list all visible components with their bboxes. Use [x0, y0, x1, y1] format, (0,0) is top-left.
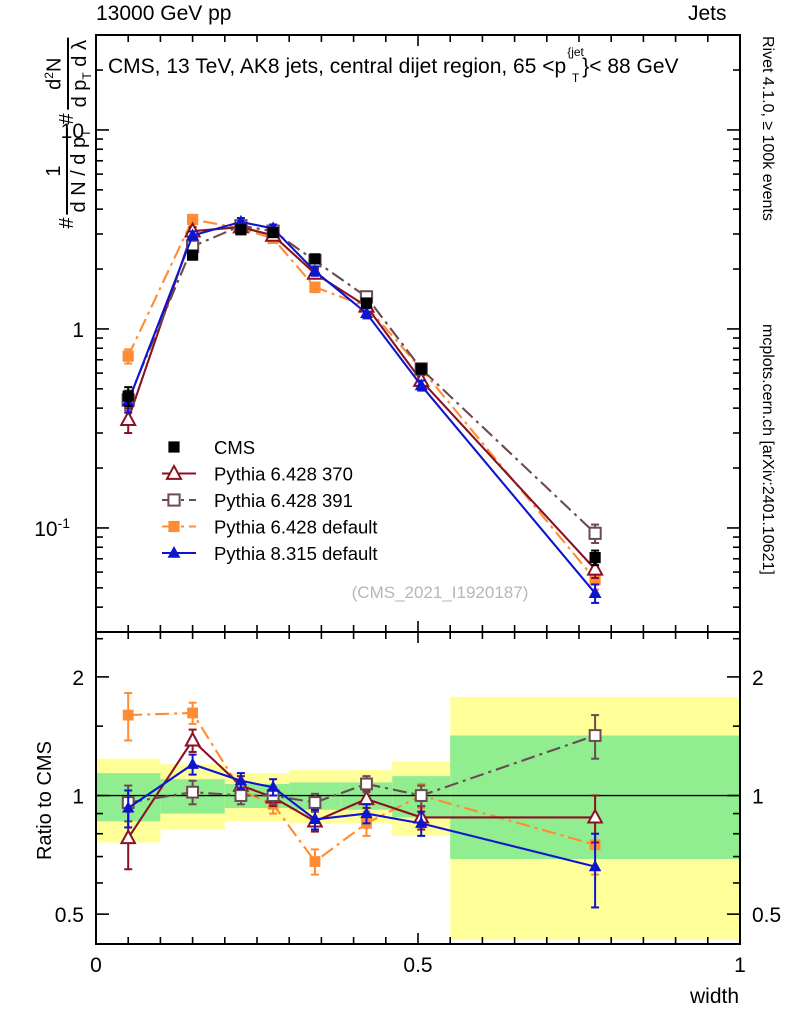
- header-left: 13000 GeV pp: [96, 2, 232, 25]
- data-point-ratio[interactable]: [234, 789, 248, 802]
- data-point-main[interactable]: [589, 551, 601, 564]
- plot-title-sub: T: [571, 71, 580, 86]
- legend-marker-1: [165, 463, 183, 480]
- data-point-ratio[interactable]: [186, 757, 199, 769]
- analysis-watermark: (CMS_2021_I1920187): [352, 583, 529, 602]
- x-tick-label: 0.5: [403, 954, 432, 977]
- data-point-main[interactable]: [588, 526, 602, 540]
- data-point-main[interactable]: [414, 378, 428, 391]
- data-point-main[interactable]: [235, 224, 247, 236]
- plot-title-sup: {jet: [567, 45, 584, 59]
- data-point-ratio[interactable]: [119, 828, 137, 845]
- legend-label-4: Pythia 8.315 default: [214, 543, 378, 564]
- data-point-main[interactable]: [586, 559, 604, 576]
- data-point-ratio[interactable]: [588, 729, 602, 742]
- data-point-main[interactable]: [309, 253, 321, 265]
- data-point-ratio[interactable]: [586, 808, 604, 824]
- series-line-main: [127, 224, 596, 535]
- data-point-main[interactable]: [122, 390, 134, 402]
- legend-marker-3: [168, 520, 180, 533]
- data-point-main[interactable]: [234, 214, 248, 227]
- plot-title-main: CMS, 13 TeV, AK8 jets, central dijet reg…: [108, 55, 567, 78]
- ratio-tick-label: 0.5: [55, 904, 84, 927]
- legend-label-3: Pythia 6.428 default: [214, 517, 378, 538]
- plot-title-tail: }< 88 GeV: [582, 55, 679, 78]
- data-point-main[interactable]: [119, 410, 137, 426]
- ratio-tick-label-right: 1: [752, 786, 764, 809]
- data-point-ratio[interactable]: [186, 785, 199, 799]
- data-point-main[interactable]: [187, 213, 199, 226]
- data-point-ratio[interactable]: [122, 709, 134, 721]
- x-tick-label: 1: [734, 954, 746, 977]
- data-point-ratio[interactable]: [588, 859, 602, 872]
- data-point-main[interactable]: [308, 264, 322, 276]
- data-point-main[interactable]: [360, 297, 373, 309]
- y-tick-label: 10: [61, 120, 84, 143]
- plot-title: CMS, 13 TeV, AK8 jets, central dijet reg…: [108, 45, 679, 85]
- data-point-ratio[interactable]: [309, 856, 321, 867]
- data-point-ratio[interactable]: [360, 806, 373, 819]
- data-point-ratio[interactable]: [308, 796, 322, 809]
- legend-label-0: CMS: [214, 437, 255, 458]
- legend-label-1: Pythia 6.428 370: [214, 464, 353, 485]
- data-point-ratio[interactable]: [414, 789, 428, 802]
- main-panel-frame: [95, 34, 741, 633]
- series-line-ratio: [127, 738, 596, 839]
- data-point-main[interactable]: [186, 228, 200, 241]
- x-tick-label: 0: [90, 954, 102, 977]
- data-point-ratio[interactable]: [187, 707, 198, 719]
- legend-marker-4: [167, 546, 181, 558]
- ratio-tick-label-right: 0.5: [752, 904, 781, 927]
- y-tick-label: 1: [72, 319, 84, 342]
- ratio-tick-label: 2: [72, 667, 84, 690]
- data-point-main[interactable]: [187, 249, 199, 261]
- data-point-main[interactable]: [588, 586, 602, 598]
- data-point-main[interactable]: [589, 574, 601, 586]
- data-point-ratio[interactable]: [415, 816, 428, 828]
- legend-marker-2: [167, 493, 181, 507]
- y-tick-label: 10-1: [34, 515, 70, 541]
- legend-marker-0: [168, 441, 180, 453]
- data-point-main[interactable]: [360, 306, 373, 318]
- data-point-main[interactable]: [309, 281, 321, 293]
- data-point-ratio[interactable]: [121, 801, 135, 813]
- data-point-ratio[interactable]: [360, 777, 373, 791]
- series-line-ratio: [128, 734, 596, 804]
- series-line-ratio: [128, 711, 596, 864]
- data-point-ratio[interactable]: [308, 812, 322, 824]
- header-right: Jets: [688, 2, 727, 25]
- series-line-main: [127, 226, 596, 570]
- data-point-main[interactable]: [415, 363, 427, 375]
- x-axis-label: width: [690, 985, 740, 1008]
- ratio-tick-label: 1: [72, 786, 84, 809]
- data-point-ratio[interactable]: [234, 774, 248, 786]
- series-line-ratio: [127, 763, 596, 868]
- legend-label-2: Pythia 6.428 391: [214, 490, 353, 511]
- data-point-ratio[interactable]: [266, 780, 280, 792]
- series-line-main: [127, 220, 596, 594]
- data-point-main[interactable]: [267, 226, 279, 239]
- ratio-tick-label-right: 2: [752, 667, 764, 690]
- data-point-ratio[interactable]: [184, 731, 202, 747]
- data-point-main[interactable]: [122, 350, 134, 362]
